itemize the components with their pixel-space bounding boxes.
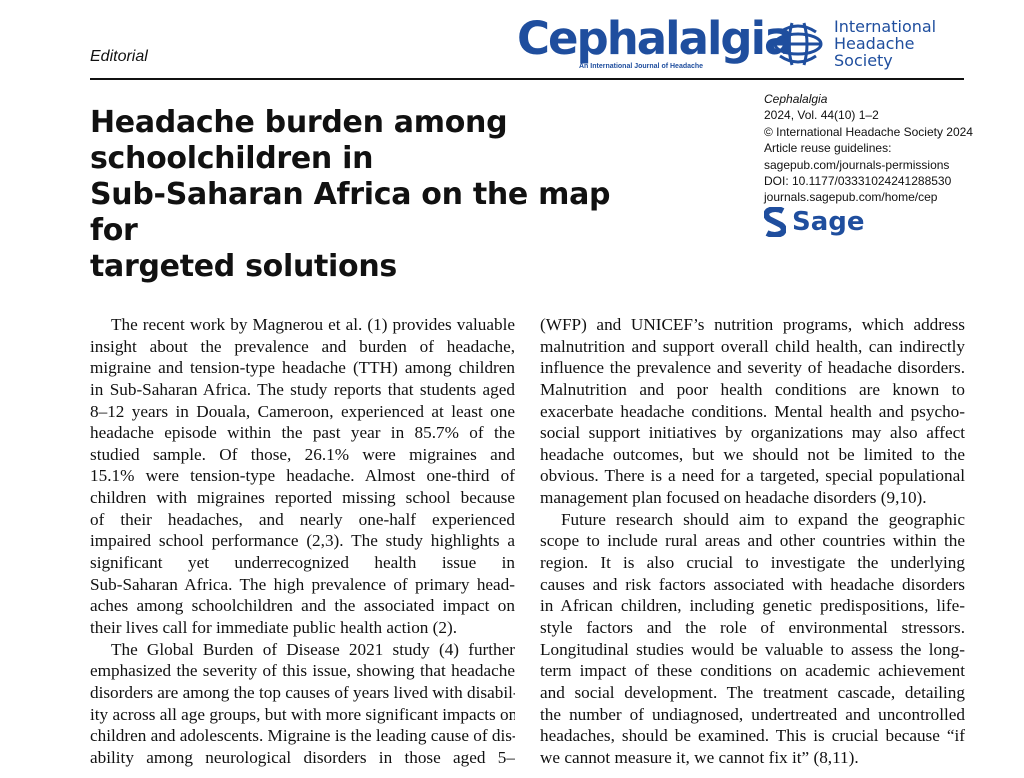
text-line: disorders are among the top causes of ye… xyxy=(90,682,515,702)
body-column-left: The recent work by Magnerou et al. (1) p… xyxy=(90,314,515,768)
meta-reuse-label: Article reuse guidelines: xyxy=(764,141,892,156)
text-line: impaired school performance (2,3). The s… xyxy=(90,531,515,551)
text-line: term impact of these conditions on acade… xyxy=(540,661,965,681)
meta-volume: 2024, Vol. 44(10) 1–2 xyxy=(764,108,879,123)
body-column-right: (WFP) and UNICEF’s nutrition programs, w… xyxy=(540,314,965,768)
text-line: in Sub-Saharan Africa. The study reports… xyxy=(90,379,515,399)
text-line: their lives call for immediate public he… xyxy=(90,617,458,637)
text-line: The recent work by Magnerou et al. (1) p… xyxy=(111,315,515,334)
section-label: Editorial xyxy=(90,48,148,65)
text-line: scope to include rural areas and other c… xyxy=(540,531,965,551)
text-line: obvious. There is a need for a targeted,… xyxy=(540,466,965,486)
journal-tagline: An International Journal of Headache xyxy=(579,63,704,70)
text-line: insight about the prevalence and burden … xyxy=(90,336,515,356)
text-line: exacerbate headache conditions. Mental h… xyxy=(540,401,965,421)
header-rule xyxy=(90,78,964,80)
sage-s-icon xyxy=(764,207,786,237)
publisher-name: Sage xyxy=(792,207,865,237)
text-line: Sub-Saharan Africa. The high prevalence … xyxy=(90,574,515,594)
society-name: International Headache Society xyxy=(834,18,974,69)
text-line: studied sample. Of those, 26.1% were mig… xyxy=(90,444,515,464)
text-line: the number of undiagnosed, undertreated … xyxy=(540,704,965,724)
text-line: ability among neurological disorders in … xyxy=(90,747,515,767)
text-line: malnutrition and support overall child h… xyxy=(540,336,965,356)
text-line: of their headaches, and nearly one-half … xyxy=(90,509,515,529)
text-line: influence the prevalence and severity of… xyxy=(540,358,965,378)
meta-permissions-link[interactable]: sagepub.com/journals-permissions xyxy=(764,157,950,172)
text-line: The Global Burden of Disease 2021 study … xyxy=(111,639,515,659)
journal-logo: Cephalalgia An International Journal of … xyxy=(517,12,794,71)
publisher-logo: Sage xyxy=(764,207,865,237)
text-line: region. It is also crucial to investigat… xyxy=(540,553,965,573)
text-line: style factors and the role of environmen… xyxy=(540,617,965,637)
text-line: aches among schoolchildren and the assoc… xyxy=(90,596,515,616)
text-line: Malnutrition and poor health conditions … xyxy=(540,379,965,399)
text-line: migraine and tension-type headache (TTH)… xyxy=(90,358,515,378)
text-line: social support initiatives by organizati… xyxy=(540,423,965,443)
society-name-text: International Headache Society xyxy=(834,17,937,70)
text-line: ity across all age groups, but with more… xyxy=(90,704,515,724)
text-line: and social development. The treatment ca… xyxy=(540,682,965,702)
title-line: targeted solutions xyxy=(90,249,397,284)
text-line: we cannot measure it, we cannot fix it” … xyxy=(540,747,859,767)
society-logo: International Headache Society xyxy=(772,18,974,69)
text-line: children and adolescents. Migraine is th… xyxy=(90,726,515,746)
text-line: causes and risk factors associated with … xyxy=(540,574,965,594)
meta-doi[interactable]: DOI: 10.1177/03331024241288530 xyxy=(764,174,952,189)
text-line: Future research should aim to expand the… xyxy=(561,509,965,529)
text-line: emphasized the severity of this issue, s… xyxy=(90,661,515,681)
text-line: Longitudinal studies would be valuable t… xyxy=(540,639,965,659)
text-line: significant yet underrecognized health i… xyxy=(90,553,515,573)
title-line: Sub-Saharan Africa on the map for xyxy=(90,177,611,248)
text-line: headaches, should be examined. This is c… xyxy=(540,726,965,746)
text-line: 8–12 years in Douala, Cameroon, experien… xyxy=(90,401,515,421)
article-title: Headache burden among schoolchildren in … xyxy=(90,105,650,285)
article-metadata: Cephalalgia 2024, Vol. 44(10) 1–2 © Inte… xyxy=(764,91,973,206)
meta-journal-link[interactable]: journals.sagepub.com/home/cep xyxy=(764,190,938,205)
text-line: headache outcomes, but we should not be … xyxy=(540,444,965,464)
text-line: children with migraines reported missing… xyxy=(90,488,515,508)
text-line: (WFP) and UNICEF’s nutrition programs, w… xyxy=(540,315,965,334)
text-line: in African children, including genetic p… xyxy=(540,596,965,616)
journal-logo-text: Cephalalgia xyxy=(517,12,794,65)
meta-journal: Cephalalgia xyxy=(764,92,828,106)
society-emblem-icon xyxy=(773,22,823,65)
text-line: management plan focused on headache diso… xyxy=(540,488,927,508)
meta-copyright: © International Headache Society 2024 xyxy=(764,124,973,139)
text-line: 15.1% were tension-type headache. Almost… xyxy=(90,466,515,486)
title-line: Headache burden among schoolchildren in xyxy=(90,105,508,176)
text-line: headache episode within the past year in… xyxy=(90,423,515,443)
